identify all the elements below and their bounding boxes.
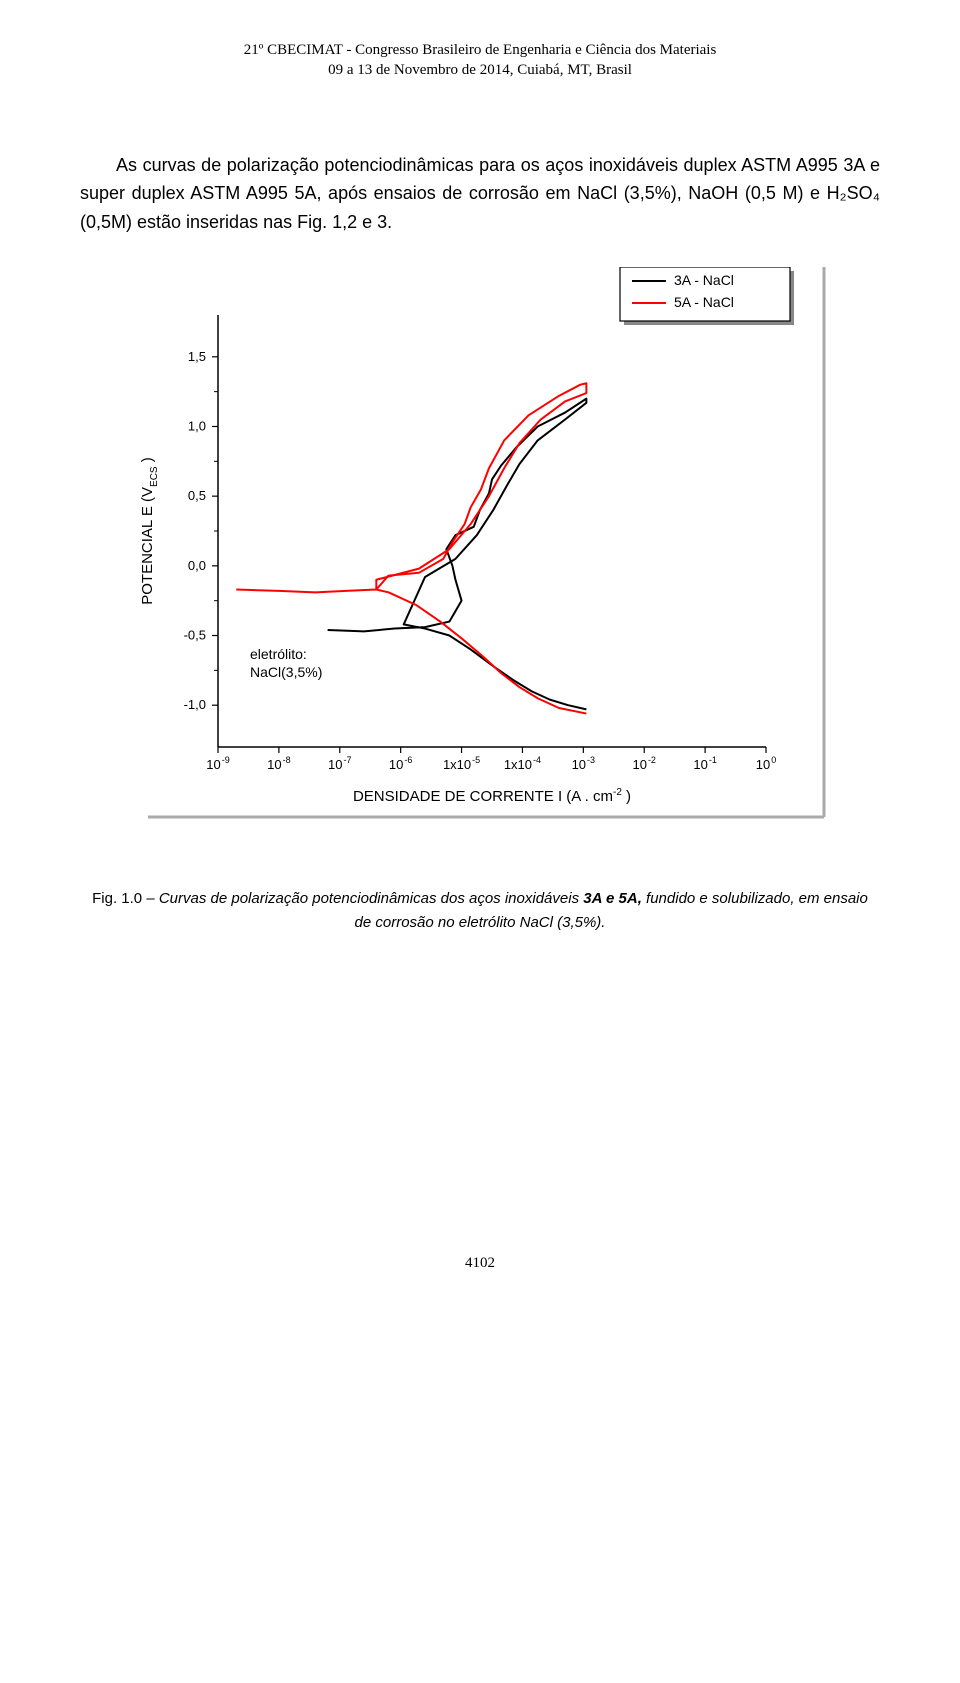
chart-svg: -1,0 -0,5 0,0 0,5 1,0 1,5 10-9 10-8 10-7 10-6 1x10… bbox=[120, 267, 840, 857]
svg-text:10-7: 10-7 bbox=[328, 755, 351, 772]
svg-text:-0,5: -0,5 bbox=[184, 627, 206, 642]
svg-text:1,5: 1,5 bbox=[188, 349, 206, 364]
header-line-1: 21º CBECIMAT - Congresso Brasileiro de E… bbox=[80, 40, 880, 60]
svg-text:3A - NaCl: 3A - NaCl bbox=[674, 272, 734, 288]
svg-text:0,0: 0,0 bbox=[188, 558, 206, 573]
svg-text:0,5: 0,5 bbox=[188, 488, 206, 503]
svg-text:10-8: 10-8 bbox=[267, 755, 290, 772]
page: 21º CBECIMAT - Congresso Brasileiro de E… bbox=[0, 0, 960, 1312]
header-line-2: 09 a 13 de Novembro de 2014, Cuiabá, MT,… bbox=[80, 60, 880, 80]
svg-text:10-9: 10-9 bbox=[206, 755, 229, 772]
svg-text:10-1: 10-1 bbox=[693, 755, 716, 772]
caption-bold: 3A e 5A, bbox=[583, 890, 642, 907]
svg-text:NaCl(3,5%): NaCl(3,5%) bbox=[250, 664, 322, 680]
conference-header: 21º CBECIMAT - Congresso Brasileiro de E… bbox=[80, 40, 880, 81]
page-number: 4102 bbox=[80, 1255, 880, 1312]
svg-text:-1,0: -1,0 bbox=[184, 697, 206, 712]
caption-lead: Fig. 1.0 – bbox=[92, 890, 159, 907]
polarization-chart: -1,0 -0,5 0,0 0,5 1,0 1,5 10-9 10-8 10-7 10-6 1x10… bbox=[120, 267, 840, 857]
svg-text:1x10-4: 1x10-4 bbox=[504, 755, 541, 772]
svg-text:10-3: 10-3 bbox=[572, 755, 595, 772]
svg-text:1,0: 1,0 bbox=[188, 418, 206, 433]
caption-text-1: Curvas de polarização potenciodinâmicas … bbox=[159, 890, 583, 907]
figure-caption: Fig. 1.0 – Curvas de polarização potenci… bbox=[90, 887, 870, 935]
svg-text:eletrólito:: eletrólito: bbox=[250, 646, 307, 662]
svg-text:100: 100 bbox=[756, 755, 776, 772]
svg-text:POTENCIAL E (VECS ): POTENCIAL E (VECS ) bbox=[139, 457, 160, 605]
svg-text:1x10-5: 1x10-5 bbox=[443, 755, 480, 772]
svg-text:DENSIDADE DE CORRENTE I (A . c: DENSIDADE DE CORRENTE I (A . cm-2 ) bbox=[353, 787, 631, 805]
svg-text:10-2: 10-2 bbox=[632, 755, 655, 772]
svg-text:5A - NaCl: 5A - NaCl bbox=[674, 294, 734, 310]
body-paragraph: As curvas de polarização potenciodinâmic… bbox=[80, 151, 880, 237]
svg-text:10-6: 10-6 bbox=[389, 755, 412, 772]
